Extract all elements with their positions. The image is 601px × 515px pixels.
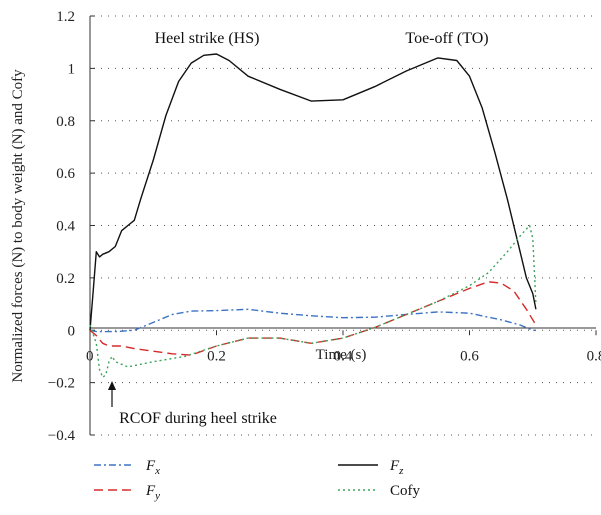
annotation-heel-strike: Heel strike (HS): [155, 30, 260, 47]
y-tick-label: 0.6: [56, 166, 75, 182]
series-lines: [89, 53, 537, 379]
y-tick-label: −0.4: [48, 428, 76, 444]
series-line-cofy: [89, 224, 537, 379]
svg-text:Fz: Fz: [389, 458, 404, 477]
x-tick-label: 0.6: [460, 348, 479, 364]
legend-item-cofy: Cofy: [338, 483, 421, 499]
y-tick-label: 1.2: [56, 9, 75, 25]
legend-item-fy: Fy: [94, 483, 160, 502]
series-line-fy: [89, 281, 537, 356]
y-tick-label: 0.2: [56, 271, 75, 287]
x-tick-label: 0.8: [587, 348, 601, 364]
svg-text:Fx: Fx: [145, 458, 160, 477]
gridlines: [94, 15, 596, 436]
rcof-arrow-icon: [108, 381, 116, 407]
legend-label-fx: F: [145, 458, 156, 474]
annotation-toe-off: Toe-off (TO): [405, 30, 488, 47]
x-tick-labels: 0 0.2 0.4 0.6 0.8: [86, 348, 601, 364]
y-tick-label: −0.2: [48, 376, 75, 392]
legend-label-cofy: Cofy: [390, 483, 421, 499]
y-tick-label: 0: [68, 323, 76, 339]
x-axis-title: Time (s): [316, 347, 367, 363]
legend: Fx Fy Fz Cofy: [94, 458, 421, 502]
series-line-fx: [89, 308, 536, 333]
x-tick-label: 0.2: [207, 348, 226, 364]
annotation-rcof: RCOF during heel strike: [119, 410, 277, 427]
svg-text:Fy: Fy: [145, 483, 160, 502]
y-tick-label: 0.4: [56, 219, 75, 235]
y-tick-label: 1: [68, 61, 76, 77]
legend-item-fx: Fx: [94, 458, 160, 477]
y-tick-labels: −0.4 −0.2 0 0.2 0.4 0.6 0.8 1 1.2: [48, 9, 76, 444]
legend-label-fy: F: [145, 483, 156, 499]
y-axis-title: Normalized forces (N) to body weight (N)…: [10, 69, 26, 383]
x-tick-label: 0: [86, 348, 94, 364]
y-tick-label: 0.8: [56, 114, 75, 130]
tick-marks: [89, 15, 597, 436]
series-line-fz: [89, 53, 537, 331]
legend-item-fz: Fz: [338, 458, 404, 477]
legend-label-fz: F: [389, 458, 400, 474]
axes: [89, 16, 596, 435]
x-tick-label: 0.4: [334, 348, 353, 364]
svg-text:Cofy: Cofy: [390, 483, 421, 499]
